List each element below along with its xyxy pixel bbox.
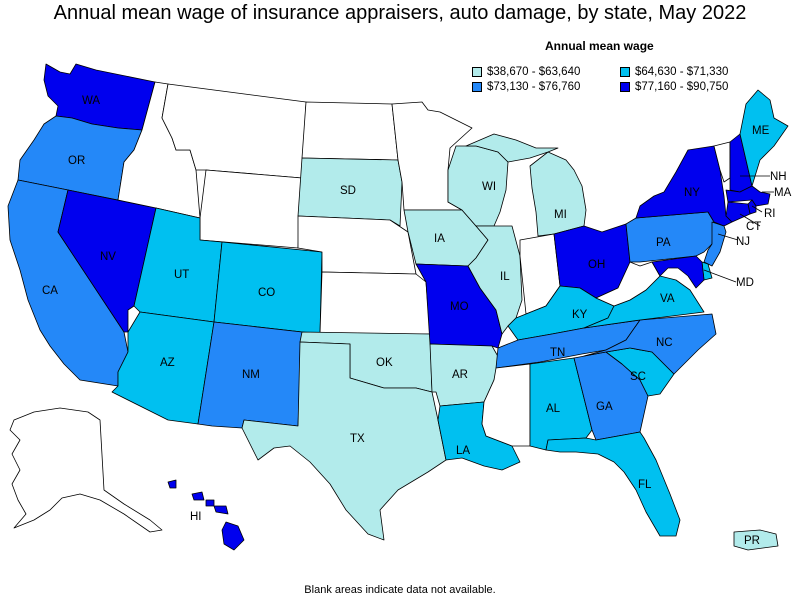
- label-NY: NY: [684, 187, 700, 199]
- state-FL[interactable]: [545, 431, 681, 537]
- legend-label-bin-4: $77,160 - $90,750: [635, 81, 729, 93]
- label-HI: HI: [190, 511, 202, 523]
- label-SD: SD: [340, 185, 356, 197]
- label-UT: UT: [174, 269, 189, 281]
- legend-swatch-bin-1: [472, 67, 482, 77]
- label-CA: CA: [42, 285, 58, 297]
- state-CT[interactable]: [725, 201, 751, 223]
- legend-label-bin-1: $38,670 - $63,640: [487, 66, 581, 78]
- state-PR[interactable]: [733, 529, 779, 551]
- state-shapes: [7, 63, 789, 551]
- label-GA: GA: [596, 401, 613, 413]
- state-IL[interactable]: [467, 225, 523, 335]
- label-SC: SC: [630, 371, 646, 383]
- state-ME[interactable]: [739, 89, 789, 187]
- state-ND[interactable]: [301, 101, 399, 161]
- label-VA: VA: [660, 293, 675, 305]
- label-TN: TN: [550, 347, 565, 359]
- legend-item-bin-1: $38,670 - $63,640: [472, 66, 580, 78]
- label-MI: MI: [554, 209, 567, 221]
- label-NV: NV: [100, 251, 116, 263]
- label-TX: TX: [350, 433, 365, 445]
- label-NC: NC: [656, 337, 673, 349]
- label-ME: ME: [752, 125, 770, 137]
- label-AR: AR: [452, 369, 468, 381]
- legend-label-bin-2: $64,630 - $71,330: [635, 66, 729, 78]
- label-NH: NH: [770, 171, 787, 183]
- label-IA: IA: [434, 233, 445, 245]
- leader-lines: [703, 175, 774, 283]
- state-KS[interactable]: [319, 271, 431, 335]
- legend-item-bin-2: $64,630 - $71,330: [620, 66, 728, 78]
- legend-swatch-bin-3: [472, 82, 482, 92]
- state-WY[interactable]: [199, 169, 303, 249]
- label-OR: OR: [68, 155, 85, 167]
- state-MI-upper-peninsula[interactable]: [465, 133, 559, 163]
- label-CT: CT: [746, 221, 761, 233]
- label-MA: MA: [774, 187, 792, 199]
- label-AL: AL: [546, 403, 561, 415]
- state-NJ[interactable]: [703, 221, 727, 267]
- label-OK: OK: [376, 357, 393, 369]
- state-VT[interactable]: [713, 141, 731, 183]
- label-KY: KY: [572, 309, 588, 321]
- label-MO: MO: [450, 301, 469, 313]
- legend-title: Annual mean wage: [545, 39, 654, 53]
- footer-note: Blank areas indicate data not available.: [304, 584, 496, 596]
- state-labels: WA OR CA NV UT CO AZ NM SD OK TX IA MO A…: [42, 95, 792, 547]
- label-PA: PA: [656, 237, 671, 249]
- label-WA: WA: [82, 95, 100, 107]
- state-HI[interactable]: [167, 479, 245, 551]
- state-AK[interactable]: [9, 407, 163, 533]
- label-AZ: AZ: [160, 357, 175, 369]
- label-CO: CO: [258, 287, 275, 299]
- label-RI: RI: [764, 208, 776, 220]
- state-MA[interactable]: [725, 185, 771, 207]
- label-OH: OH: [588, 259, 605, 271]
- label-IL: IL: [500, 271, 510, 283]
- state-MD[interactable]: [651, 255, 705, 289]
- state-TX[interactable]: [241, 341, 447, 541]
- legend-swatch-bin-2: [620, 67, 630, 77]
- label-FL: FL: [638, 479, 652, 491]
- state-RI[interactable]: [747, 199, 757, 215]
- legend-swatch-bin-4: [620, 82, 630, 92]
- label-NJ: NJ: [736, 236, 750, 248]
- state-MI[interactable]: [529, 151, 587, 237]
- label-MD: MD: [736, 277, 754, 289]
- label-WI: WI: [482, 181, 496, 193]
- label-NM: NM: [242, 369, 260, 381]
- legend-item-bin-4: $77,160 - $90,750: [620, 81, 728, 93]
- state-NC[interactable]: [583, 313, 717, 375]
- label-PR: PR: [744, 535, 760, 547]
- map-title: Annual mean wage of insurance appraisers…: [53, 2, 747, 24]
- legend-item-bin-3: $73,130 - $76,760: [472, 81, 580, 93]
- legend-label-bin-3: $73,130 - $76,760: [487, 81, 581, 93]
- label-LA: LA: [456, 445, 470, 457]
- state-MN[interactable]: [391, 101, 473, 211]
